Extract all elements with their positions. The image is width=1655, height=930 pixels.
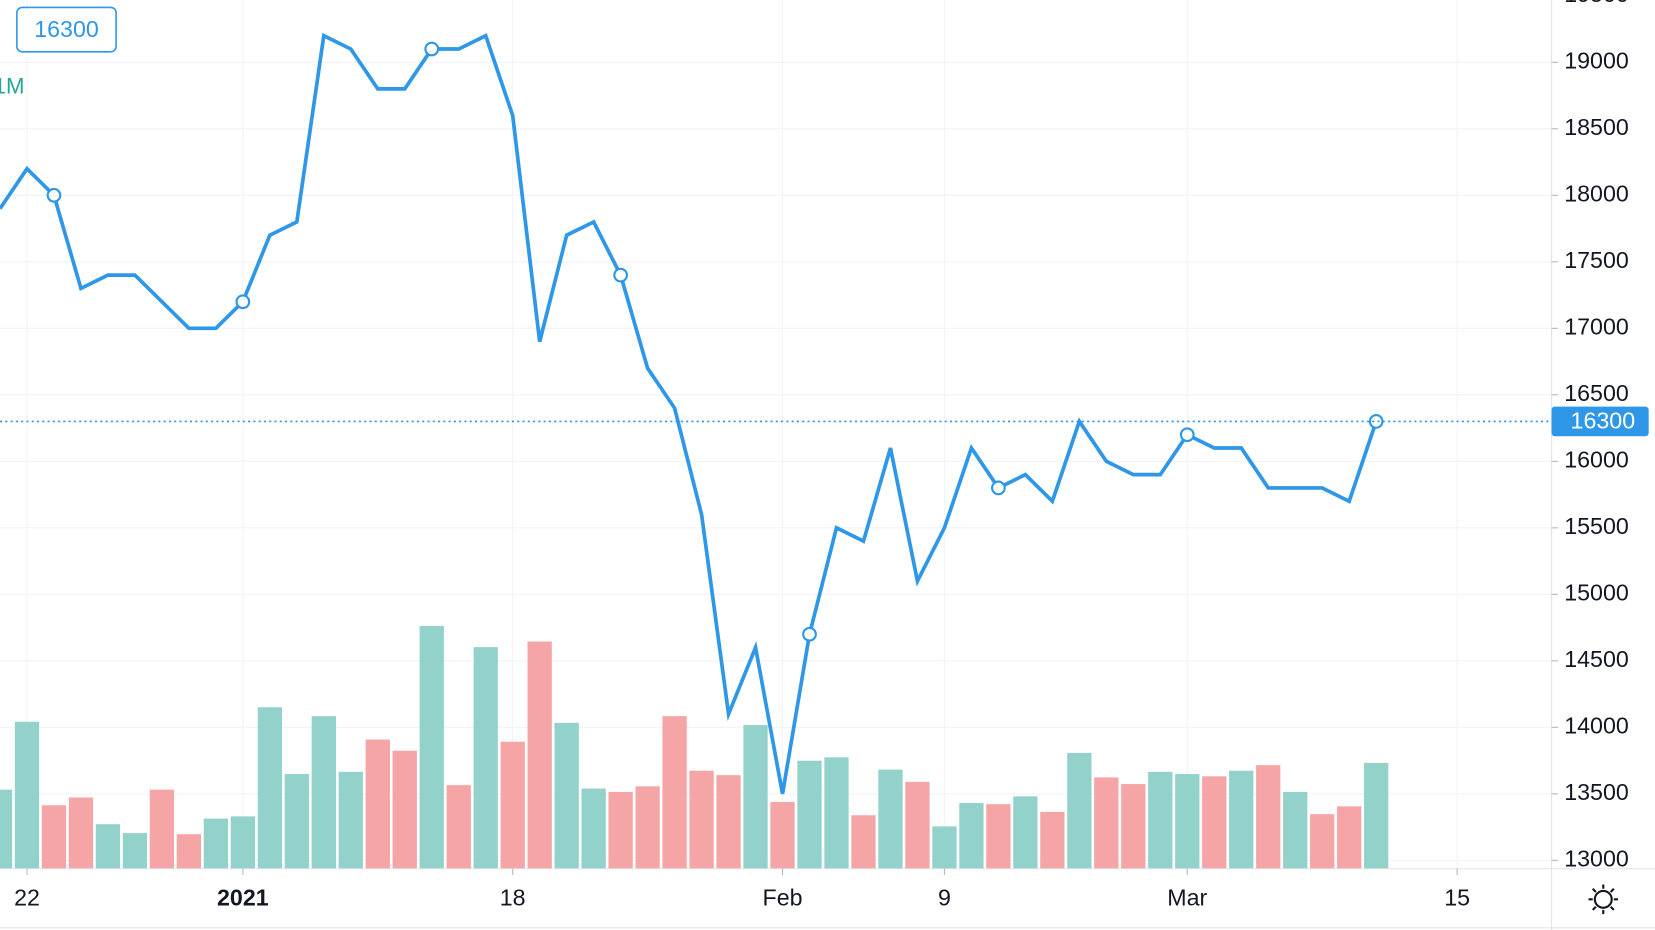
y-tick-label: 13500 xyxy=(1564,779,1629,805)
volume-bar xyxy=(257,707,282,869)
volume-bar xyxy=(230,816,255,869)
volume-bar xyxy=(1229,770,1254,869)
volume-bar xyxy=(932,826,957,869)
y-tick-label: 18500 xyxy=(1564,114,1629,140)
volume-bar xyxy=(959,803,984,869)
volume-bar xyxy=(581,788,606,869)
point-marker xyxy=(613,267,629,283)
x-tick-label: 22 xyxy=(14,884,40,910)
point-marker xyxy=(1368,414,1384,429)
volume-bar xyxy=(419,625,444,869)
y-tick-label: 19500 xyxy=(1564,0,1629,7)
volume-bar xyxy=(284,774,309,869)
volume-bar xyxy=(1202,776,1227,869)
volume-bar xyxy=(554,722,579,869)
price-line xyxy=(0,32,1378,795)
volume-bar xyxy=(0,789,13,869)
y-tick-label: 19000 xyxy=(1564,47,1629,73)
volume-bar xyxy=(41,805,67,869)
y-tick-label: 16000 xyxy=(1564,446,1629,472)
volume-bar xyxy=(1364,762,1389,869)
volume-bar xyxy=(1256,765,1281,869)
volume-bar xyxy=(878,769,903,869)
volume-bar xyxy=(527,641,552,869)
x-tick-label: 9 xyxy=(938,884,951,910)
point-marker xyxy=(235,294,251,310)
price-pane xyxy=(0,32,1552,795)
volume-bar xyxy=(1283,791,1308,869)
volume-bar xyxy=(95,824,121,869)
volume-bar xyxy=(1337,806,1362,869)
point-marker xyxy=(991,480,1006,496)
legend-box xyxy=(16,6,117,53)
y-tick-label: 14500 xyxy=(1564,646,1629,672)
volume-bar xyxy=(716,775,741,869)
volume-bar xyxy=(743,725,768,869)
volume-bar xyxy=(1175,774,1200,869)
settings-icon-circle[interactable] xyxy=(1593,889,1613,909)
y-tick-label: 14000 xyxy=(1564,712,1629,738)
volume-bar xyxy=(68,797,94,869)
volume-bar xyxy=(1094,777,1119,869)
legend-value: 16300 xyxy=(34,16,99,42)
legend-label: 1M xyxy=(0,74,24,99)
volume-bar xyxy=(1148,771,1173,869)
volume-bar xyxy=(770,801,795,869)
price-label: 16300 xyxy=(1571,408,1636,434)
volume-bar xyxy=(311,716,336,869)
volume-bar xyxy=(797,760,822,869)
y-tick-label: 15000 xyxy=(1564,579,1629,605)
volume-bar xyxy=(1121,784,1146,869)
x-tick-label: 18 xyxy=(500,884,526,910)
volume-bar xyxy=(635,786,660,869)
x-tick-label: Feb xyxy=(763,884,803,910)
volume-bar xyxy=(338,771,363,869)
volume-bar xyxy=(608,791,633,869)
volume-bar xyxy=(851,815,876,869)
settings-icon-rays[interactable] xyxy=(1588,884,1619,915)
volume-bar xyxy=(203,818,229,869)
x-tick-label: 2021 xyxy=(217,884,269,910)
volume-bar xyxy=(392,750,417,869)
x-tick-label: Mar xyxy=(1167,884,1207,910)
volume-bar xyxy=(473,647,498,869)
volume-bar xyxy=(365,739,390,869)
volume-bar xyxy=(905,781,930,869)
point-marker xyxy=(802,626,817,642)
point-marker xyxy=(1179,427,1195,443)
y-tick-label: 16500 xyxy=(1564,380,1629,406)
volume-bar xyxy=(122,833,148,869)
point-marker xyxy=(46,187,62,203)
y-tick-label: 13000 xyxy=(1564,845,1629,871)
axes: 13000 13500 14000 14500 15000 15500 16000 16500… xyxy=(14,0,1649,910)
price-label-box xyxy=(1551,406,1649,437)
volume-bar xyxy=(500,741,525,869)
settings-icon[interactable] xyxy=(1588,884,1619,915)
volume-bar xyxy=(689,770,714,869)
volume-bar xyxy=(1040,811,1065,869)
volume-bar xyxy=(824,757,849,869)
volume-bar xyxy=(986,804,1011,869)
volume-bar xyxy=(446,785,471,869)
y-tick-label: 17000 xyxy=(1564,313,1629,339)
volume-pane xyxy=(0,625,1389,869)
point-marker xyxy=(424,41,440,57)
volume-bar xyxy=(1013,796,1038,869)
volume-bar xyxy=(149,789,175,869)
y-tick-label: 18000 xyxy=(1564,180,1629,206)
volume-bar xyxy=(1310,814,1335,869)
volume-bar xyxy=(14,721,40,869)
volume-bar xyxy=(662,716,687,869)
x-tick-label: 15 xyxy=(1444,884,1470,910)
y-tick-label: 17500 xyxy=(1564,247,1629,273)
volume-bar xyxy=(1067,752,1092,869)
volume-bar xyxy=(176,834,202,869)
y-tick-label: 15500 xyxy=(1564,513,1629,539)
